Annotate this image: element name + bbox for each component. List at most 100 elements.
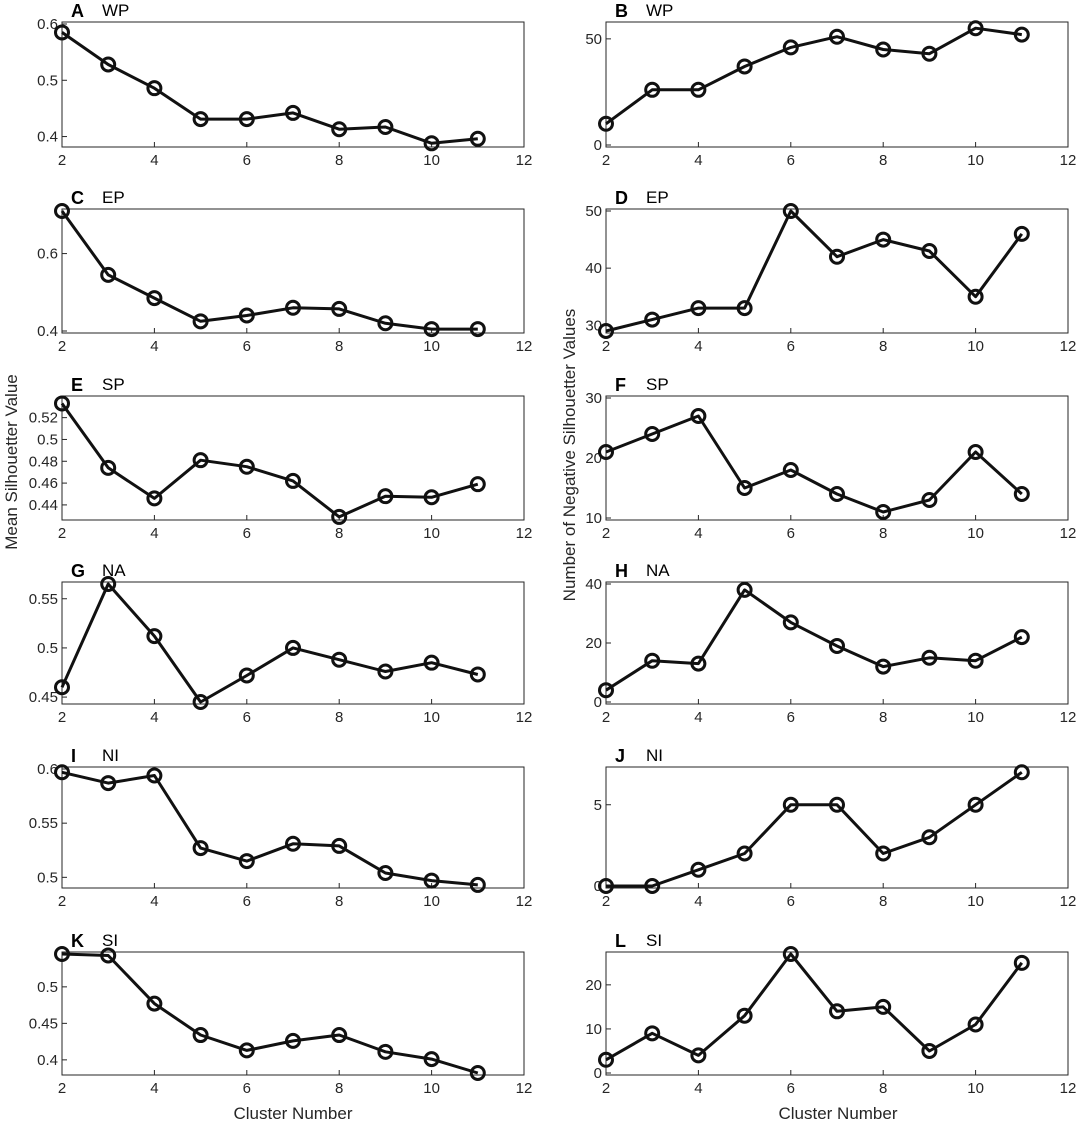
data-point: [782, 203, 799, 219]
y-tick-label: 50: [585, 203, 602, 220]
x-tick-label: 12: [1060, 1080, 1077, 1097]
panel-letter: J: [615, 746, 625, 766]
series-line: [61, 770, 478, 887]
data-point: [644, 652, 661, 669]
panel-letter: L: [615, 931, 626, 951]
data-point: [875, 41, 892, 58]
data-point: [1013, 629, 1030, 646]
data-point: [690, 1047, 707, 1064]
y-tick-label: 0.4: [37, 323, 58, 340]
data-point: [377, 663, 394, 680]
x-tick-label: 10: [423, 1080, 440, 1097]
panel-region: EP: [102, 188, 125, 207]
panel-letter: H: [615, 561, 628, 581]
panel-c: 2 4 6 8 10 12 0.4 0.6 C EP: [37, 188, 532, 355]
data-point: [921, 1042, 938, 1059]
data-point: [644, 81, 661, 98]
data-point: [377, 1043, 394, 1060]
data-point: [377, 865, 394, 881]
data-point: [644, 1025, 661, 1042]
series-line: [606, 771, 1023, 888]
x-tick-label: 2: [602, 525, 610, 542]
x-tick-label: 12: [516, 338, 533, 355]
data-point: [469, 130, 486, 147]
x-tick-label: 10: [967, 525, 984, 542]
data-point: [829, 486, 845, 502]
data-point: [967, 444, 984, 460]
x-tick-label: 12: [1060, 338, 1077, 355]
panel-region: SI: [646, 931, 662, 950]
data-point: [238, 307, 255, 324]
data-point: [644, 426, 661, 442]
data-point: [423, 135, 440, 152]
x-tick-label: 6: [787, 525, 795, 542]
data-point: [192, 313, 209, 330]
data-point: [967, 652, 984, 669]
data-point: [875, 658, 892, 675]
panel-frame: [61, 21, 525, 148]
panel-frame: [61, 766, 525, 889]
y-tick-label: 0.5: [37, 431, 58, 448]
x-tick-label: 12: [1060, 893, 1077, 910]
panel-i: 2 4 6 8 10 12 0.5 0.55 0.6 I NI: [29, 746, 533, 910]
panel-region: NI: [646, 746, 663, 765]
series-line: [605, 414, 1023, 514]
x-tick-label: 6: [243, 893, 251, 910]
series-line: [61, 952, 479, 1075]
data-point: [423, 1051, 440, 1068]
panel-frame: [61, 208, 525, 334]
ylabel-right: Number of Negative Silhouetter Values: [560, 309, 579, 602]
data-point: [644, 878, 661, 894]
y-tick-label: 30: [585, 390, 602, 407]
data-point: [921, 492, 938, 508]
y-tick-label: 0.48: [29, 453, 58, 470]
data-point: [423, 872, 440, 889]
data-point: [690, 408, 707, 424]
panel-frame: [605, 581, 1069, 705]
data-point: [875, 845, 892, 862]
panel-b: 2 4 6 8 10 12 0 50 B WP: [585, 1, 1076, 169]
data-point: [54, 203, 70, 219]
ylabel-left: Mean Silhouetter Value: [2, 374, 21, 549]
data-point: [469, 321, 486, 338]
x-tick-label: 2: [58, 893, 66, 910]
x-tick-label: 8: [335, 709, 343, 726]
data-point: [598, 878, 614, 894]
data-point: [967, 20, 984, 37]
y-tick-label: 20: [585, 635, 602, 652]
data-point: [146, 628, 163, 645]
data-point: [921, 649, 938, 666]
y-tick-label: 0.6: [37, 16, 58, 33]
y-tick-label: 0: [594, 878, 602, 895]
panel-region: SP: [646, 375, 669, 394]
x-tick-label: 10: [423, 709, 440, 726]
data-point: [54, 679, 70, 696]
data-point: [1013, 764, 1030, 781]
x-tick-label: 8: [335, 152, 343, 169]
x-tick-label: 2: [58, 1080, 66, 1097]
x-tick-label: 2: [602, 709, 610, 726]
data-point: [736, 1007, 753, 1024]
y-tick-label: 50: [585, 31, 602, 48]
y-tick-label: 20: [585, 977, 602, 994]
data-point: [100, 775, 117, 792]
series-line: [60, 582, 479, 704]
x-tick-label: 12: [516, 709, 533, 726]
panel-region: WP: [102, 1, 129, 20]
y-tick-label: 0.55: [29, 591, 58, 608]
x-tick-label: 4: [694, 709, 702, 726]
data-point: [238, 111, 255, 128]
y-tick-label: 0.5: [37, 869, 58, 886]
panel-frame: [605, 208, 1069, 334]
data-point: [238, 1042, 255, 1059]
data-point: [54, 946, 70, 962]
x-tick-label: 2: [602, 152, 610, 169]
x-tick-label: 2: [602, 338, 610, 355]
y-tick-label: 0.46: [29, 475, 58, 492]
data-point: [469, 876, 486, 893]
data-point: [829, 248, 845, 265]
data-point: [54, 24, 70, 41]
x-tick-label: 10: [423, 338, 440, 355]
